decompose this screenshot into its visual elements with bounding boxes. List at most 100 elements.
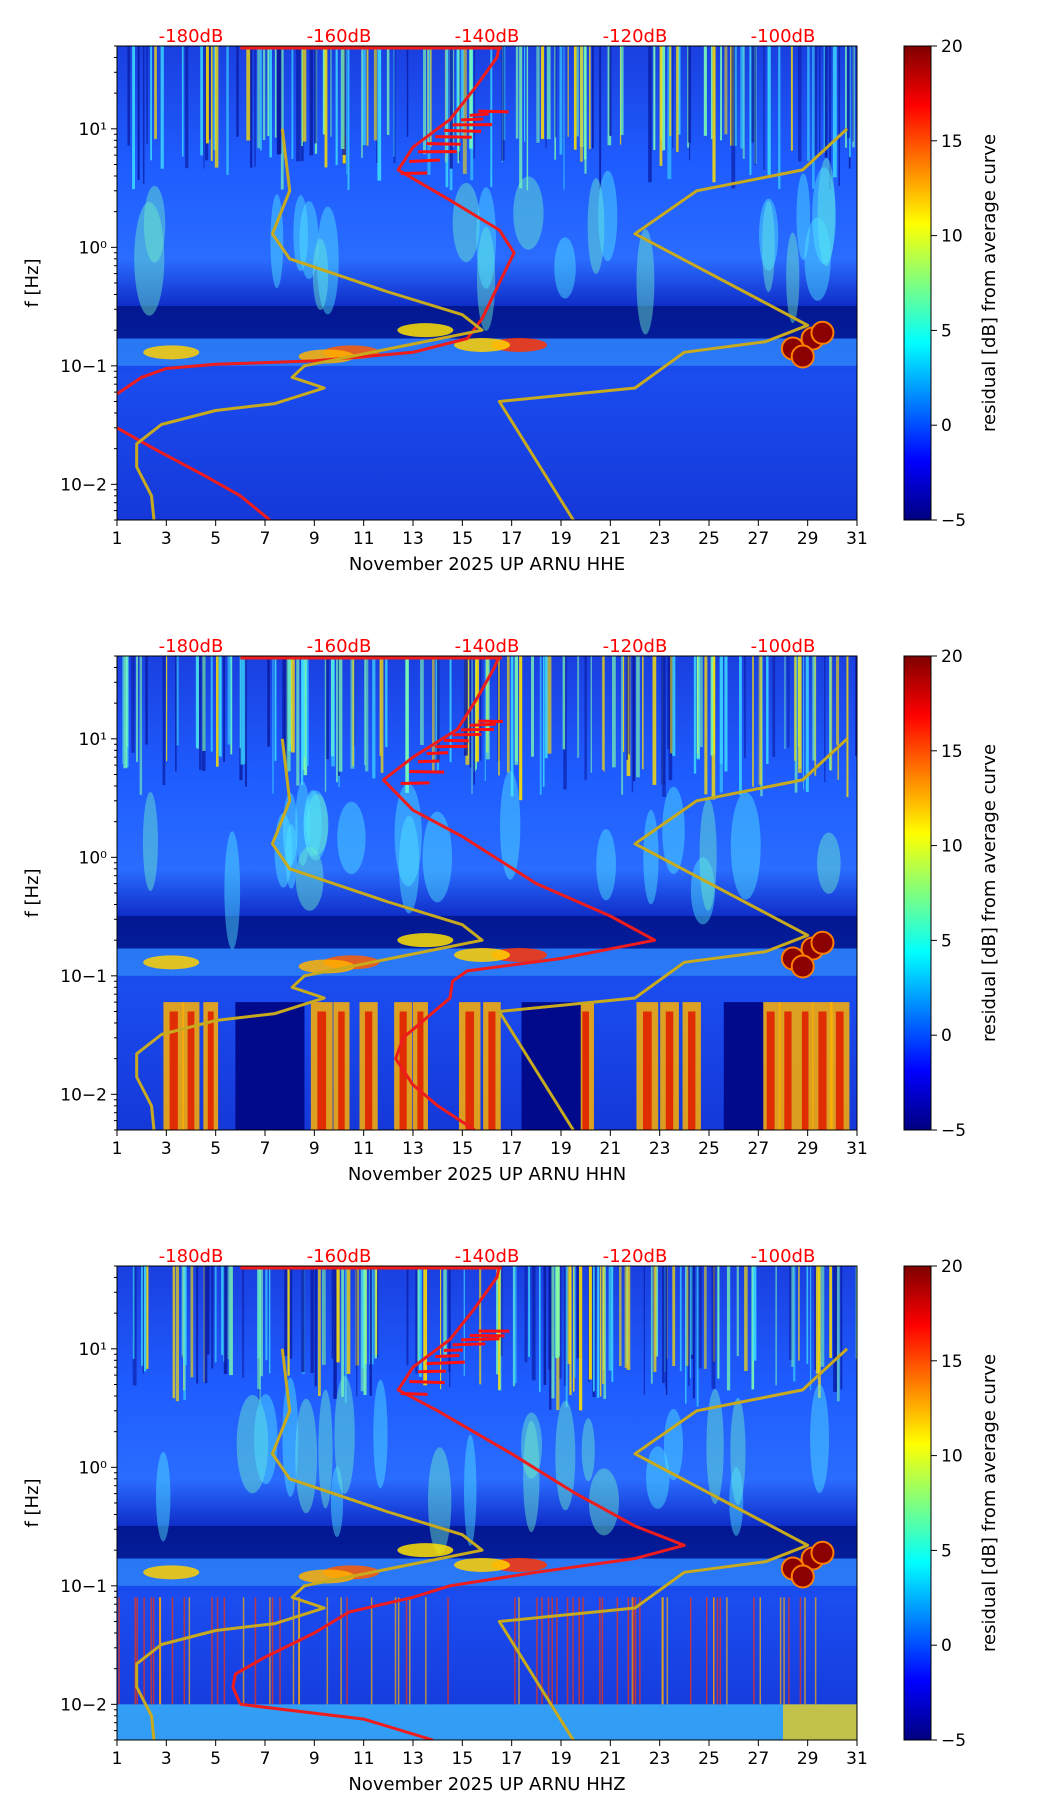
psd-spike bbox=[409, 158, 440, 163]
hf-streak bbox=[498, 656, 500, 776]
x-tick-label: 17 bbox=[501, 529, 523, 549]
lf-spike bbox=[183, 1597, 186, 1705]
hf-streak bbox=[758, 656, 762, 785]
noise-plume bbox=[295, 846, 324, 911]
hf-streak bbox=[724, 656, 728, 772]
hf-streak bbox=[607, 46, 612, 146]
hf-streak bbox=[526, 46, 529, 191]
colorbar-tick-label: 15 bbox=[941, 1352, 963, 1372]
microseism-event bbox=[454, 1557, 511, 1572]
hf-streak bbox=[223, 656, 226, 762]
hf-streak bbox=[336, 1266, 340, 1363]
x-tick-label: 13 bbox=[402, 1139, 424, 1159]
noise-plume bbox=[303, 790, 322, 857]
hf-streak bbox=[250, 46, 253, 168]
noise-plume bbox=[759, 198, 779, 271]
hf-streak bbox=[341, 1266, 345, 1397]
hf-streak bbox=[346, 46, 348, 175]
hf-streak bbox=[836, 656, 838, 745]
hf-streak bbox=[162, 656, 166, 786]
storm-event bbox=[790, 344, 815, 369]
heatmap-background bbox=[117, 1266, 857, 1740]
noise-plume bbox=[810, 1384, 829, 1493]
hf-streak bbox=[852, 46, 854, 142]
noise-plume bbox=[699, 798, 717, 911]
noise-plume bbox=[596, 829, 616, 901]
hf-streak bbox=[679, 1266, 682, 1372]
hf-streak bbox=[719, 656, 723, 765]
lf-spike bbox=[292, 1597, 295, 1705]
hf-streak bbox=[650, 1266, 653, 1384]
hf-streak bbox=[754, 46, 756, 166]
hf-streak bbox=[190, 1266, 194, 1378]
hf-streak bbox=[824, 656, 826, 783]
hf-streak bbox=[257, 1266, 261, 1390]
lf-stripe-core bbox=[364, 1011, 373, 1130]
x-tick-label: 19 bbox=[550, 1749, 572, 1769]
noise-plume bbox=[282, 792, 298, 867]
hf-streak bbox=[265, 1266, 268, 1361]
x-tick-label: 13 bbox=[402, 1749, 424, 1769]
hf-streak bbox=[373, 46, 378, 141]
hf-streak bbox=[562, 656, 566, 750]
hf-streak bbox=[592, 46, 594, 149]
hf-streak bbox=[356, 1266, 358, 1397]
noise-plume bbox=[373, 1379, 388, 1489]
hf-streak bbox=[362, 46, 366, 146]
noise-plume bbox=[318, 1389, 333, 1509]
hf-streak bbox=[838, 46, 841, 186]
db-scale-label: -160dB bbox=[307, 636, 372, 657]
hf-streak bbox=[370, 1266, 374, 1365]
y-tick-label: 10−2 bbox=[60, 1695, 107, 1715]
hf-streak bbox=[829, 46, 831, 190]
hf-streak bbox=[542, 656, 545, 787]
lf-spike bbox=[340, 1597, 342, 1705]
hf-streak bbox=[246, 46, 251, 141]
low-residual-band bbox=[117, 1525, 857, 1559]
noise-model-curve-secondary bbox=[497, 737, 849, 1130]
noise-plume bbox=[554, 237, 576, 299]
y-axis-label: f [Hz] bbox=[22, 258, 43, 307]
lf-spike bbox=[541, 1597, 543, 1705]
psd-spike bbox=[452, 1342, 486, 1347]
lf-spike bbox=[788, 1597, 790, 1705]
hf-streak bbox=[287, 1266, 290, 1376]
noise-model-curve-secondary bbox=[497, 1347, 849, 1740]
hf-streak bbox=[551, 1266, 555, 1399]
hf-streak bbox=[612, 656, 616, 768]
psd-spike bbox=[417, 1369, 447, 1374]
lf-spike bbox=[143, 1597, 145, 1705]
x-axis-label: November 2025 UP ARNU HHZ bbox=[348, 1774, 625, 1795]
hf-streak bbox=[655, 1266, 659, 1357]
hf-streak bbox=[763, 46, 765, 171]
lf-spike bbox=[216, 1597, 219, 1705]
psd-spike bbox=[478, 109, 509, 114]
db-scale-label: -140dB bbox=[455, 1246, 520, 1267]
hf-streak bbox=[669, 46, 672, 136]
hf-streak bbox=[665, 1266, 668, 1395]
lf-spike bbox=[705, 1597, 708, 1705]
lowest-band-event bbox=[783, 1704, 857, 1740]
hf-streak bbox=[141, 1266, 144, 1366]
noise-plume bbox=[730, 792, 761, 900]
x-tick-label: 21 bbox=[600, 1139, 622, 1159]
hf-streak bbox=[824, 46, 828, 158]
hf-streak bbox=[573, 1266, 576, 1378]
hf-streak bbox=[620, 46, 624, 136]
hf-streak bbox=[448, 1266, 451, 1372]
hf-streak bbox=[677, 46, 681, 135]
hf-streak bbox=[314, 1266, 317, 1387]
psd-spike bbox=[461, 1337, 500, 1342]
hf-streak bbox=[579, 46, 583, 162]
lf-spike bbox=[254, 1597, 257, 1705]
hf-streak bbox=[820, 1266, 825, 1367]
hf-streak bbox=[633, 656, 636, 782]
hf-streak bbox=[302, 46, 307, 142]
noise-model-curve bbox=[135, 1348, 484, 1740]
hf-streak bbox=[772, 656, 776, 758]
hf-streak bbox=[807, 46, 810, 161]
colorbar: −5 0 5 10 15 20 residual [dB] from average cur… bbox=[903, 1257, 1000, 1751]
psd-spike bbox=[426, 142, 461, 146]
noise-plume bbox=[303, 790, 328, 861]
noise-plume bbox=[729, 1467, 744, 1536]
